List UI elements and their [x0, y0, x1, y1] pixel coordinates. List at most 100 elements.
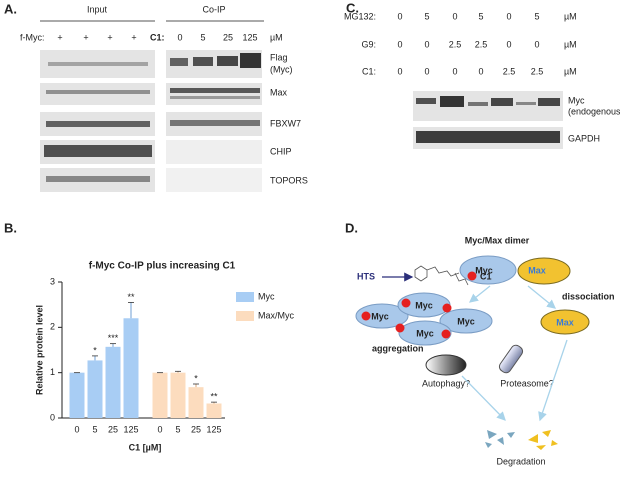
dose: 2.5 — [449, 39, 462, 49]
dose: 0 — [424, 39, 429, 49]
significance: *** — [108, 333, 119, 343]
blot-label: Myc — [568, 95, 585, 105]
band — [538, 98, 560, 106]
row-label: f-Myc: — [20, 32, 45, 42]
y-axis-label: Relative protein level — [34, 305, 44, 395]
x-tick-label: 0 — [157, 424, 162, 434]
lane-mark: + — [83, 32, 88, 42]
band — [170, 58, 188, 66]
dose: 0 — [478, 66, 483, 76]
blot-label: TOPORS — [270, 175, 308, 185]
dose: 2.5 — [503, 66, 516, 76]
autophagy-label: Autophagy? — [422, 378, 470, 388]
dissociation-label: dissociation — [562, 291, 615, 301]
protein-label: Max — [556, 317, 574, 327]
band — [416, 131, 560, 143]
band — [240, 53, 261, 68]
blot — [40, 83, 155, 105]
bar — [123, 318, 139, 418]
arrow — [527, 285, 557, 309]
dose: 0 — [452, 66, 457, 76]
band — [217, 56, 238, 66]
panel-label: A. — [4, 1, 17, 16]
blot — [166, 168, 262, 192]
band — [468, 102, 488, 106]
bar — [105, 346, 121, 418]
dose: 0 — [452, 11, 457, 21]
c1-dot — [467, 271, 477, 281]
band — [170, 120, 260, 126]
blot — [166, 83, 262, 105]
fragments — [528, 430, 558, 450]
protein-label: Max — [528, 265, 546, 275]
unit: µM — [564, 66, 577, 76]
panel-label: B. — [4, 220, 17, 235]
error-bar — [128, 301, 134, 319]
x-tick-label: 25 — [108, 424, 118, 434]
legend-label: Myc — [258, 291, 275, 301]
band — [48, 62, 148, 66]
aggregation-label: aggregation — [372, 343, 424, 353]
x-tick-label: 5 — [92, 424, 97, 434]
significance: ** — [210, 392, 218, 402]
blot-label: Max — [270, 87, 288, 97]
proteasome-label: Proteasome? — [500, 378, 554, 388]
fragments — [485, 430, 515, 448]
max-oval — [517, 257, 571, 285]
dose: 0 — [177, 32, 182, 42]
proteasome — [498, 344, 524, 374]
band — [440, 96, 464, 107]
dose: 25 — [223, 32, 233, 42]
c1-dot — [441, 329, 451, 339]
band — [170, 96, 260, 99]
lane-mark: + — [107, 32, 112, 42]
row-label: G9: — [361, 39, 376, 49]
panel-c: C. MG132: 0 5 0 5 0 5 µM G9: 0 0 2.5 2.5 0 0 µM C1: 0 0 0 0 2… — [344, 0, 620, 149]
band — [491, 98, 513, 106]
dose: 2.5 — [475, 39, 488, 49]
blot — [40, 50, 155, 78]
panel-b: B. f-Myc Co-IP plus increasing C1 C1 [µM… — [4, 220, 295, 452]
lane-mark: + — [57, 32, 62, 42]
unit: µM — [564, 39, 577, 49]
x-tick-label: 5 — [175, 424, 180, 434]
c1-dot — [395, 323, 405, 333]
dose: 5 — [534, 11, 539, 21]
band — [516, 102, 536, 105]
significance: ** — [127, 292, 135, 302]
error-bar — [92, 355, 98, 361]
protein-label: Myc — [416, 328, 434, 338]
bar — [87, 360, 103, 418]
dose: 0 — [506, 39, 511, 49]
lane-mark: + — [131, 32, 136, 42]
blot-label: FBXW7 — [270, 118, 301, 128]
blot-label: (endogenous) — [568, 106, 620, 116]
bar — [69, 372, 85, 418]
bar — [188, 387, 204, 418]
legend-swatch — [236, 311, 254, 321]
header: Input — [87, 4, 108, 14]
significance: * — [194, 373, 198, 383]
blot-label: CHIP — [270, 146, 292, 156]
unit: µM — [270, 32, 283, 42]
arrow — [468, 285, 491, 303]
treatment-table: MG132: 0 5 0 5 0 5 µM G9: 0 0 2.5 2.5 0 0 µM C1: 0 0 0 0 2.5 2… — [344, 11, 577, 76]
protein-label: Myc — [475, 265, 493, 275]
header: Co-IP — [202, 4, 225, 14]
band — [416, 98, 436, 104]
legend-swatch — [236, 292, 254, 302]
molecule — [414, 265, 469, 286]
dose: 5 — [200, 32, 205, 42]
dose: 0 — [397, 39, 402, 49]
row-label: MG132: — [344, 11, 376, 21]
band — [46, 176, 150, 182]
band — [44, 145, 152, 157]
blot-label: (Myc) — [270, 64, 293, 74]
myc-cloud — [439, 308, 493, 334]
autophagosome — [425, 354, 467, 376]
protein-label: Myc — [415, 300, 433, 310]
dose: 0 — [534, 39, 539, 49]
c1-label: C1 — [480, 271, 492, 281]
row-label: C1: — [150, 32, 165, 42]
